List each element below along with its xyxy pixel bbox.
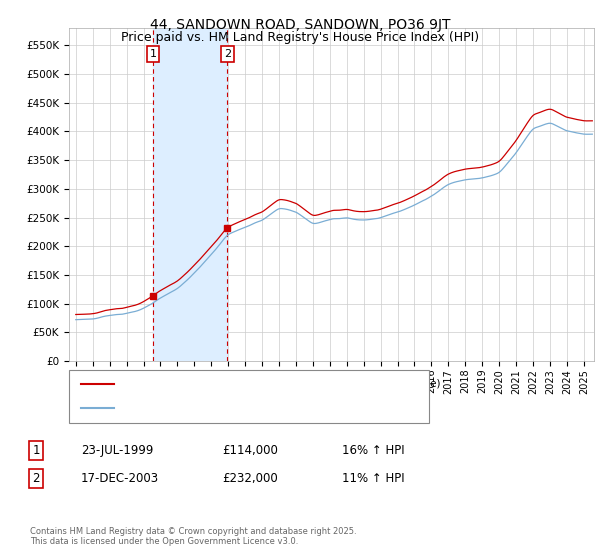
Bar xyxy=(153,28,227,361)
Text: 2: 2 xyxy=(32,472,40,486)
Text: 17-DEC-2003: 17-DEC-2003 xyxy=(81,472,159,486)
Text: 44, SANDOWN ROAD, SANDOWN, PO36 9JT (detached house): 44, SANDOWN ROAD, SANDOWN, PO36 9JT (det… xyxy=(120,380,440,390)
Text: £114,000: £114,000 xyxy=(222,444,278,458)
Text: Contains HM Land Registry data © Crown copyright and database right 2025.
This d: Contains HM Land Registry data © Crown c… xyxy=(30,526,356,546)
Text: 2: 2 xyxy=(224,49,231,59)
Text: 23-JUL-1999: 23-JUL-1999 xyxy=(81,444,154,458)
Text: 1: 1 xyxy=(149,49,157,59)
Text: 16% ↑ HPI: 16% ↑ HPI xyxy=(342,444,404,458)
Text: HPI: Average price, detached house, Isle of Wight: HPI: Average price, detached house, Isle… xyxy=(120,403,378,413)
Text: £232,000: £232,000 xyxy=(222,472,278,486)
Text: 44, SANDOWN ROAD, SANDOWN, PO36 9JT: 44, SANDOWN ROAD, SANDOWN, PO36 9JT xyxy=(150,18,450,32)
Text: 11% ↑ HPI: 11% ↑ HPI xyxy=(342,472,404,486)
Text: 1: 1 xyxy=(32,444,40,458)
Text: Price paid vs. HM Land Registry's House Price Index (HPI): Price paid vs. HM Land Registry's House … xyxy=(121,31,479,44)
